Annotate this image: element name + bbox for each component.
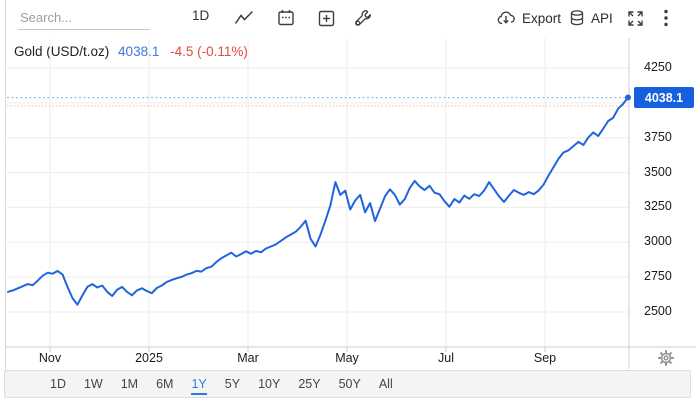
range-button-label: All <box>378 377 393 391</box>
chart-legend: Gold (USD/t.oz) 4038.1 -4.5 (-0.11%) <box>14 44 248 59</box>
range-button-label: 25Y <box>298 377 321 391</box>
range-button-6m[interactable]: 6M <box>147 372 182 396</box>
export-button[interactable]: Export <box>496 7 561 29</box>
add-compare-button[interactable] <box>315 7 337 29</box>
tools-button[interactable] <box>352 7 374 29</box>
price-change: -4.5 (-0.11%) <box>170 44 248 59</box>
y-axis-label: 4250 <box>644 60 672 74</box>
range-button-1d[interactable]: 1D <box>41 372 75 396</box>
y-axis-label: 3750 <box>644 129 672 144</box>
api-label: API <box>591 10 613 26</box>
chart-settings-button[interactable] <box>656 348 676 368</box>
range-button-label: 1D <box>50 377 66 391</box>
time-range-bar: 1D 1W 1M 6M 1Y 5Y 10Y 25Y 50Y All <box>4 370 691 398</box>
x-axis-label: 2025 <box>135 351 163 365</box>
range-button-label: 1W <box>83 377 103 391</box>
x-axis-label: Sep <box>533 351 557 365</box>
fullscreen-icon <box>627 10 643 26</box>
x-axis-label: May <box>335 351 359 365</box>
range-button-10y[interactable]: 10Y <box>249 372 289 396</box>
range-button-1y[interactable]: 1Y <box>182 372 215 396</box>
add-compare-icon <box>318 10 334 26</box>
x-axis-label: Mar <box>237 351 259 365</box>
range-button-25y[interactable]: 25Y <box>289 372 329 396</box>
chart-toolbar: 1D <box>0 0 696 36</box>
range-button-label: 10Y <box>258 377 281 391</box>
export-icon <box>497 11 515 24</box>
range-button-all[interactable]: All <box>370 372 402 396</box>
range-button-label: 5Y <box>224 377 241 391</box>
fullscreen-button[interactable] <box>624 7 646 29</box>
x-axis-label: Jul <box>438 351 454 365</box>
y-axis-label: 3500 <box>644 164 672 179</box>
range-button-label: 50Y <box>338 377 361 391</box>
line-style-icon <box>234 10 254 24</box>
api-icon <box>570 10 584 26</box>
more-menu-button[interactable] <box>659 7 673 29</box>
instrument-title: Gold (USD/t.oz) <box>14 44 110 59</box>
range-button-50y[interactable]: 50Y <box>330 372 370 396</box>
search-input[interactable] <box>18 5 150 30</box>
y-axis-label: 3000 <box>644 234 672 249</box>
api-button[interactable]: API <box>568 7 613 29</box>
line-style-button[interactable] <box>233 7 255 29</box>
price-chart-canvas[interactable] <box>0 0 696 370</box>
range-button-label: 1Y <box>191 377 207 395</box>
date-range-button[interactable] <box>275 7 297 29</box>
y-axis-label: 2750 <box>644 269 672 284</box>
range-button-1w[interactable]: 1W <box>75 372 112 396</box>
interval-selector[interactable]: 1D <box>192 8 210 23</box>
export-label: Export <box>522 10 562 26</box>
range-button-label: 6M <box>156 377 174 391</box>
range-button-label: 1M <box>120 377 139 391</box>
more-menu-icon <box>664 9 668 27</box>
range-button-1m[interactable]: 1M <box>112 372 147 396</box>
x-axis-label: Nov <box>38 351 62 365</box>
range-button-5y[interactable]: 5Y <box>216 372 249 396</box>
tools-icon <box>355 9 371 26</box>
y-axis-label: 2500 <box>644 304 672 318</box>
current-price-badge: 4038.1 <box>634 87 694 108</box>
calendar-icon <box>278 10 294 26</box>
widget-left-border <box>5 0 6 370</box>
settings-icon <box>658 350 674 366</box>
y-axis-label: 3250 <box>644 199 672 214</box>
